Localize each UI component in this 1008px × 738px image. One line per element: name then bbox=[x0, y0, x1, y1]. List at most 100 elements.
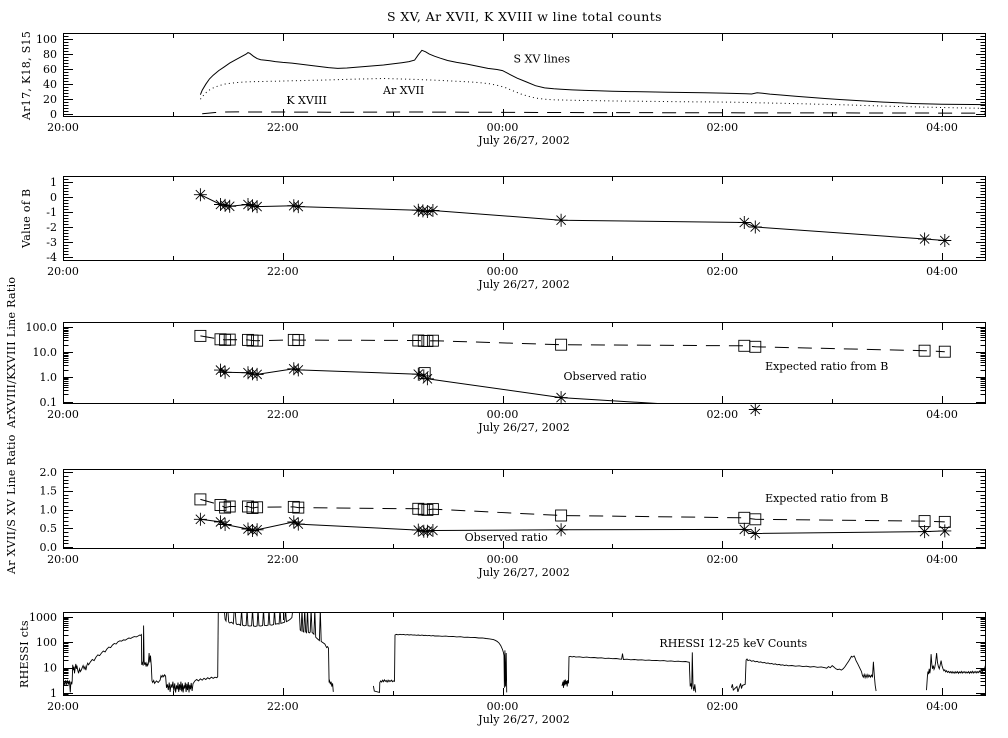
x-tick-label: 04:00 bbox=[926, 265, 958, 278]
y-tick-label: -2 bbox=[46, 221, 57, 234]
y-tick-label: -1 bbox=[46, 206, 57, 219]
asterisk-marker bbox=[193, 188, 207, 202]
x-axis-date-label-5: July 26/27, 2002 bbox=[478, 713, 570, 726]
asterisk-marker bbox=[938, 234, 952, 247]
square-marker bbox=[242, 333, 254, 346]
asterisk-marker bbox=[291, 517, 305, 531]
y-tick-label: 1.5 bbox=[40, 485, 58, 498]
square-marker bbox=[214, 333, 227, 346]
square-marker bbox=[214, 499, 227, 511]
square-marker bbox=[555, 509, 568, 522]
annotation-observed-ratio: Observed ratio bbox=[465, 531, 548, 544]
asterisk-marker bbox=[426, 204, 440, 217]
y-tick-label: 1.0 bbox=[40, 371, 58, 384]
x-tick-label: 02:00 bbox=[706, 553, 738, 566]
asterisk-marker bbox=[241, 198, 255, 211]
asterisk-marker bbox=[737, 216, 751, 229]
asterisk-marker bbox=[246, 524, 259, 537]
x-tick-label: 00:00 bbox=[487, 700, 519, 713]
y-tick-label: 40 bbox=[43, 78, 57, 91]
x-tick-label: 20:00 bbox=[47, 700, 79, 713]
y-tick-label: 1 bbox=[50, 687, 57, 700]
y-tick-label: 60 bbox=[43, 63, 57, 76]
x-tick-label: 02:00 bbox=[706, 121, 738, 134]
x-axis-date-label-2: July 26/27, 2002 bbox=[478, 278, 570, 291]
y-tick-label: 10.0 bbox=[33, 346, 58, 359]
axis-tick-labels: 1000 100 10 120:00 22:00 00:00 02:00 04:00 bbox=[29, 611, 958, 713]
series-expected-ratio-from-b bbox=[194, 329, 951, 358]
axis-tick-labels: 0 20 40 60 80 100 20:00 22:00 00:00 02:00 04:00 bbox=[36, 33, 958, 134]
annotation-s-xv-lines: S XV lines bbox=[514, 52, 571, 65]
y-tick-label: 0.5 bbox=[40, 522, 58, 535]
series-line bbox=[561, 652, 697, 693]
panel-ar18-k18-line-ratio: 100.0 10.0 1.0 0.120:00 22:00 00:00 02:00 04:00… bbox=[26, 321, 986, 421]
asterisk-marker bbox=[554, 391, 568, 405]
series-s-xv-lines bbox=[199, 49, 986, 106]
square-marker bbox=[194, 493, 207, 506]
square-marker bbox=[251, 501, 264, 514]
panel-line-counts: 0 20 40 60 80 100 20:00 22:00 00:00 02:00 04:00 S X… bbox=[36, 33, 986, 134]
x-tick-label: 00:00 bbox=[487, 121, 519, 134]
series-line bbox=[200, 498, 945, 523]
asterisk-marker bbox=[748, 220, 762, 234]
y-tick-label: 10 bbox=[43, 662, 57, 675]
series-expected-ratio-from-b bbox=[194, 493, 951, 528]
series-line bbox=[372, 633, 508, 693]
y-tick-label: 100 bbox=[36, 636, 57, 649]
annotation-expected-ratio-from-b: Expected ratio from B bbox=[765, 492, 888, 505]
asterisk-marker bbox=[748, 403, 762, 416]
square-marker bbox=[246, 502, 259, 514]
plot-frame bbox=[63, 612, 986, 696]
y-tick-label: 0 bbox=[50, 108, 57, 121]
asterisk-marker bbox=[291, 200, 305, 214]
y-tick-label: 80 bbox=[43, 48, 57, 61]
asterisk-marker bbox=[748, 527, 762, 540]
x-axis-date-label-1: July 26/27, 2002 bbox=[478, 134, 570, 147]
series-ar-xvii bbox=[200, 77, 986, 109]
frame-and-ticks bbox=[63, 322, 986, 404]
asterisk-marker bbox=[287, 515, 301, 529]
square-marker bbox=[287, 500, 300, 513]
square-marker bbox=[749, 513, 762, 526]
x-tick-label: 02:00 bbox=[706, 408, 738, 421]
square-marker bbox=[749, 340, 762, 353]
series-k-xviii bbox=[202, 111, 986, 115]
x-tick-label: 00:00 bbox=[487, 265, 519, 278]
asterisk-marker bbox=[241, 366, 255, 380]
series-line bbox=[200, 77, 986, 109]
x-tick-label: 22:00 bbox=[267, 265, 299, 278]
asterisk-marker bbox=[218, 365, 232, 379]
annotation-rhessi-12-25-kev-counts: RHESSI 12-25 keV Counts bbox=[659, 637, 807, 650]
asterisk-marker bbox=[918, 232, 932, 246]
asterisk-marker bbox=[246, 199, 259, 213]
y-tick-label: -3 bbox=[46, 236, 57, 249]
asterisk-marker bbox=[420, 372, 434, 386]
axis-tick-labels: 2.0 1.5 1.0 0.5 0.020:00 22:00 00:00 02:00 04:00 bbox=[40, 466, 958, 566]
chart-title: S XV, Ar XVII, K XVIII w line total coun… bbox=[387, 9, 662, 24]
x-tick-label: 02:00 bbox=[706, 700, 738, 713]
asterisk-marker bbox=[426, 524, 440, 537]
square-marker bbox=[242, 500, 254, 513]
asterisk-marker bbox=[250, 523, 264, 537]
x-tick-label: 22:00 bbox=[267, 700, 299, 713]
annotation-k-xviii: K XVIII bbox=[286, 94, 327, 107]
asterisk-marker bbox=[411, 523, 425, 537]
x-tick-label: 04:00 bbox=[926, 121, 958, 134]
asterisk-marker bbox=[420, 524, 434, 538]
panel-value-of-b: 1 0 -1 -2 -3 -420:00 22:00 00:00 02:00 04:00 bbox=[46, 176, 986, 278]
series-observed-ratio bbox=[193, 512, 952, 540]
square-marker bbox=[223, 333, 236, 346]
asterisk-marker bbox=[214, 198, 227, 211]
y-tick-label: 0.0 bbox=[40, 541, 58, 554]
frame-and-ticks bbox=[63, 469, 986, 549]
annotation-observed-ratio: Observed ratio bbox=[564, 370, 647, 383]
x-tick-label: 20:00 bbox=[47, 265, 79, 278]
asterisk-marker bbox=[737, 522, 751, 536]
series-line bbox=[730, 655, 877, 693]
series-line bbox=[200, 194, 945, 241]
square-marker bbox=[426, 334, 439, 347]
asterisk-marker bbox=[246, 367, 259, 381]
y-tick-label: 100.0 bbox=[26, 321, 58, 334]
asterisk-marker bbox=[291, 363, 305, 377]
